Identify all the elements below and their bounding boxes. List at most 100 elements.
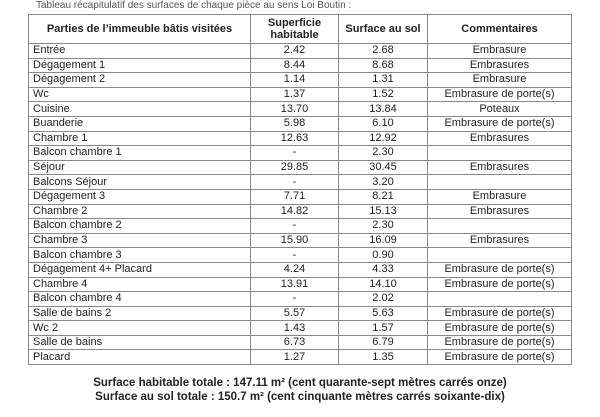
table-cell: Embrasures [427, 232, 572, 249]
table-cell: Embrasure [427, 72, 572, 88]
table-cell: 1.52 [338, 86, 428, 103]
caption: Tableau récapitulatif des surfaces de ch… [36, 0, 352, 11]
column-header: Commentaires [427, 14, 572, 44]
table-cell: 16.09 [338, 232, 428, 249]
table-cell: Balcon chambre 1 [28, 145, 251, 161]
table-row: Dégagement 3 7.71 8.21 Embrasure [28, 188, 572, 205]
table-row: Placard 1.27 1.35 Embrasure de porte(s) [28, 349, 572, 366]
table-cell: Cuisine [28, 101, 251, 117]
table-row: Wc 2 1.43 1.57 Embrasure de porte(s) [28, 320, 572, 336]
table-cell: 8.44 [250, 57, 339, 74]
table-row: Cuisine 13.70 13.84 Poteaux [28, 101, 572, 117]
table-cell: Embrasure [427, 188, 572, 205]
table-cell: 2.30 [338, 145, 428, 161]
table-cell [427, 218, 572, 234]
table-cell: Placard [28, 349, 251, 366]
table-cell: 6.73 [250, 334, 339, 351]
table-row: Balcons Séjour -3.20 [28, 174, 572, 190]
table-row: Buanderie 5.98 6.10 Embrasure de porte(s) [28, 115, 572, 132]
table-row: Chambre 3 15.90 16.09 Embrasures [28, 232, 572, 249]
table-row: Dégagement 1 8.44 8.68 Embrasures [28, 57, 572, 74]
table-cell: Embrasure de porte(s) [427, 305, 572, 322]
table-cell: Balcon chambre 2 [28, 218, 251, 234]
table-row: Salle de bains 2 5.57 5.63 Embrasure de por… [28, 305, 572, 322]
table-cell: 1.14 [250, 72, 339, 88]
table-cell: Embrasure de porte(s) [427, 115, 572, 132]
table-cell: Embrasure de porte(s) [427, 320, 572, 336]
table-header: Parties de l’immeuble bâtis visitées Supe… [28, 14, 572, 44]
table-row: Chambre 4 13.91 14.10 Embrasure de porte(s) [28, 276, 572, 293]
table-row: Wc 1.37 1.52 Embrasure de porte(s) [28, 86, 572, 103]
table-row: Balcon chambre 1-2.30 [28, 145, 572, 161]
table-cell: Wc [28, 86, 251, 103]
table-cell: 29.85 [250, 159, 339, 176]
table-cell: 2.30 [338, 218, 428, 234]
column-header: Surface au sol [338, 14, 428, 44]
table-cell: 6.79 [338, 334, 428, 351]
table-cell: Entrée [28, 43, 251, 59]
table-cell: 3.20 [338, 174, 428, 190]
table-cell: Chambre 1 [28, 130, 251, 147]
table-row: Chambre 2 14.82 15.13 Embrasures [28, 203, 572, 220]
total-habitable: Surface habitable totale : 147.11 m² (ce… [93, 377, 507, 389]
table-cell: 2.02 [338, 291, 428, 307]
table-cell: 13.91 [250, 276, 339, 293]
table-row: Entrée 2.42 2.68 Embrasure [28, 43, 572, 59]
table-row: Chambre 1 12.63 12.92 Embrasures [28, 130, 572, 147]
table-cell: Embrasure [427, 43, 572, 59]
table-cell: Wc 2 [28, 320, 251, 336]
table-cell [427, 291, 572, 307]
table-cell: 1.31 [338, 72, 428, 88]
table-cell: Dégagement 2 [28, 72, 251, 88]
table-cell: 1.57 [338, 320, 428, 336]
table-row: Balcon chambre 4-2.02 [28, 291, 572, 307]
table-cell: 5.98 [250, 115, 339, 132]
table-cell: 1.43 [250, 320, 339, 336]
table-cell: 4.24 [250, 261, 339, 278]
table-cell: 2.42 [250, 43, 339, 59]
table-cell: Balcon chambre 4 [28, 291, 251, 307]
table-cell: 8.21 [338, 188, 428, 205]
table-cell: - [250, 174, 339, 190]
table-cell: 7.71 [250, 188, 339, 205]
table-row: Dégagement 2 1.14 1.31 Embrasure [28, 72, 572, 88]
table-cell: 13.70 [250, 101, 339, 117]
table-cell: Embrasures [427, 57, 572, 74]
table-cell: Dégagement 4+ Placard [28, 261, 251, 278]
table-cell: Chambre 2 [28, 203, 251, 220]
table-cell: 15.13 [338, 203, 428, 220]
table-row: Séjour 29.85 30.45 Embrasures [28, 159, 572, 176]
table-row: Salle de bains 6.73 6.79 Embrasure de porte… [28, 334, 572, 351]
column-header: Superficie habitable [250, 14, 339, 44]
table-cell: 8.68 [338, 57, 428, 74]
table-row: Balcon chambre 3-0.90 [28, 247, 572, 263]
table-row: Dégagement 4+ Placard 4.24 4.33 Embrasure d… [28, 261, 572, 278]
table-cell: Salle de bains 2 [28, 305, 251, 322]
surfaces-table: Parties de l’immeuble bâtis visitées Supe… [28, 14, 572, 366]
table-cell: 15.90 [250, 232, 339, 249]
table-cell: Embrasures [427, 130, 572, 147]
table-cell: - [250, 247, 339, 263]
table-cell: Séjour [28, 159, 251, 176]
table-cell: Balcon chambre 3 [28, 247, 251, 263]
table-cell: 12.92 [338, 130, 428, 147]
table-cell: Embrasure de porte(s) [427, 334, 572, 351]
table-cell [427, 145, 572, 161]
table-cell: Embrasures [427, 159, 572, 176]
table-cell: 14.82 [250, 203, 339, 220]
table-cell: Embrasure de porte(s) [427, 261, 572, 278]
table-cell: Poteaux [427, 101, 572, 117]
total-sol: Surface au sol totale : 150.7 m² (cent c… [95, 391, 505, 403]
table-cell: 5.63 [338, 305, 428, 322]
table-cell: 13.84 [338, 101, 428, 117]
table-cell: 12.63 [250, 130, 339, 147]
table-cell: Balcons Séjour [28, 174, 251, 190]
table-row: Balcon chambre 2-2.30 [28, 218, 572, 234]
table-cell [427, 174, 572, 190]
table-cell: Buanderie [28, 115, 251, 132]
column-header: Parties de l’immeuble bâtis visitées [28, 14, 251, 44]
table-cell: Dégagement 3 [28, 188, 251, 205]
table-cell: Embrasure de porte(s) [427, 276, 572, 293]
table-cell: Embrasure de porte(s) [427, 86, 572, 103]
table-cell: - [250, 218, 339, 234]
